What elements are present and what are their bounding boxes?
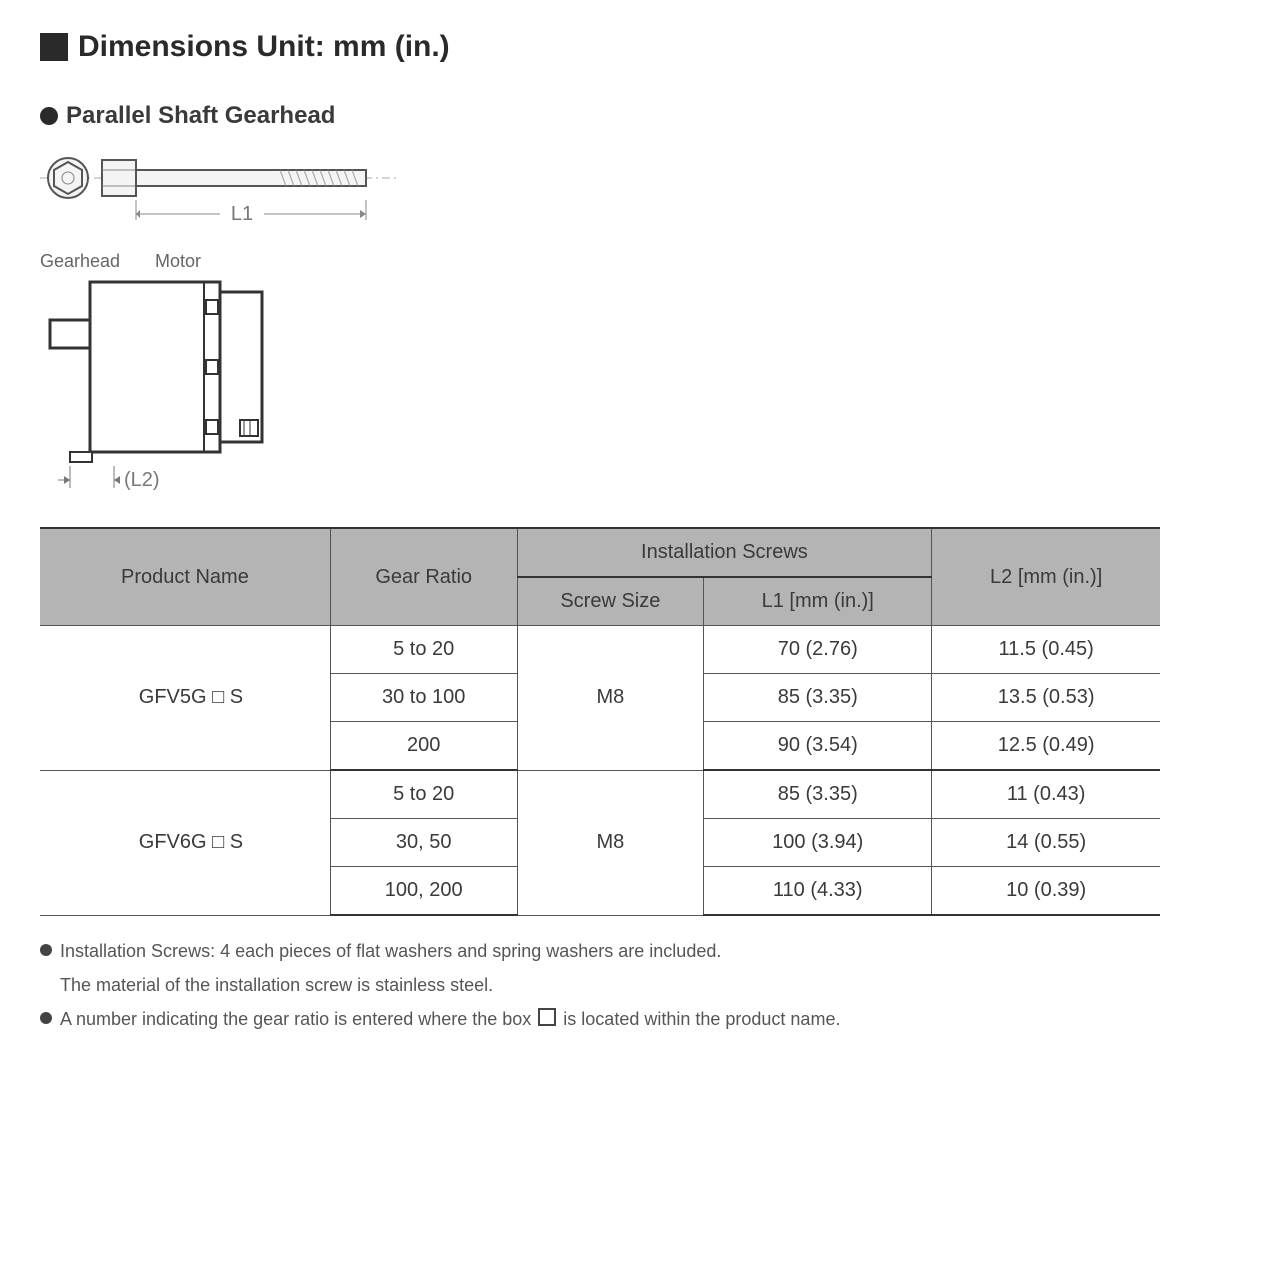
- th-screw-size: Screw Size: [517, 577, 704, 626]
- title-text: Dimensions Unit: mm (in.): [78, 30, 450, 64]
- cell-l1: 110 (4.33): [704, 867, 932, 916]
- cell-screw-size: M8: [517, 770, 704, 915]
- cell-product: GFV5G □ S: [40, 626, 330, 771]
- cell-gear-ratio: 30, 50: [330, 819, 517, 867]
- note-line: The material of the installation screw i…: [60, 968, 1240, 1002]
- bullet-icon: [40, 944, 52, 956]
- table-row: GFV6G □ S 5 to 20 M8 85 (3.35) 11 (0.43): [40, 770, 1160, 819]
- table-row: GFV5G □ S 5 to 20 M8 70 (2.76) 11.5 (0.4…: [40, 626, 1160, 674]
- cell-product: GFV6G □ S: [40, 770, 330, 915]
- note-text: The material of the installation screw i…: [60, 968, 493, 1002]
- section-subtitle: Parallel Shaft Gearhead: [40, 102, 1240, 130]
- cell-gear-ratio: 5 to 20: [330, 770, 517, 819]
- cell-l1: 70 (2.76): [704, 626, 932, 674]
- bullet-icon: [40, 1012, 52, 1024]
- l1-label: L1: [231, 203, 253, 225]
- note-line: Installation Screws: 4 each pieces of fl…: [40, 934, 1240, 968]
- cell-l2: 14 (0.55): [932, 819, 1160, 867]
- motor-label: Motor: [155, 251, 201, 272]
- cell-gear-ratio: 5 to 20: [330, 626, 517, 674]
- page-title: Dimensions Unit: mm (in.): [40, 30, 1240, 64]
- notes-section: Installation Screws: 4 each pieces of fl…: [40, 934, 1240, 1037]
- cell-l2: 11.5 (0.45): [932, 626, 1160, 674]
- cell-l2: 10 (0.39): [932, 867, 1160, 916]
- cell-l2: 11 (0.43): [932, 770, 1160, 819]
- th-gear-ratio: Gear Ratio: [330, 528, 517, 626]
- subtitle-text: Parallel Shaft Gearhead: [66, 102, 335, 130]
- th-l1: L1 [mm (in.)]: [704, 577, 932, 626]
- diagram-area: L1 Gearhead Motor (L2): [40, 148, 1240, 507]
- note-line: A number indicating the gear ratio is en…: [40, 1002, 1240, 1036]
- cell-l1: 100 (3.94): [704, 819, 932, 867]
- l2-label: (L2): [124, 469, 160, 491]
- th-product-name: Product Name: [40, 528, 330, 626]
- cell-gear-ratio: 30 to 100: [330, 674, 517, 722]
- cell-l1: 85 (3.35): [704, 770, 932, 819]
- box-placeholder-icon: [538, 1008, 556, 1026]
- th-l2: L2 [mm (in.)]: [932, 528, 1160, 626]
- cell-l2: 13.5 (0.53): [932, 674, 1160, 722]
- cell-l1: 90 (3.54): [704, 722, 932, 771]
- cell-screw-size: M8: [517, 626, 704, 771]
- cell-l1: 85 (3.35): [704, 674, 932, 722]
- cell-gear-ratio: 200: [330, 722, 517, 771]
- th-installation-screws: Installation Screws: [517, 528, 932, 577]
- square-bullet-icon: [40, 33, 68, 61]
- circle-bullet-icon: [40, 107, 58, 125]
- note-text: Installation Screws: 4 each pieces of fl…: [60, 934, 721, 968]
- dimensions-table: Product Name Gear Ratio Installation Scr…: [40, 527, 1160, 916]
- gearhead-label: Gearhead: [40, 251, 150, 272]
- note-text: A number indicating the gear ratio is en…: [60, 1002, 840, 1036]
- screw-diagram: L1: [40, 148, 400, 238]
- cell-l2: 12.5 (0.49): [932, 722, 1160, 771]
- cell-gear-ratio: 100, 200: [330, 867, 517, 916]
- gearhead-diagram: (L2): [40, 272, 320, 502]
